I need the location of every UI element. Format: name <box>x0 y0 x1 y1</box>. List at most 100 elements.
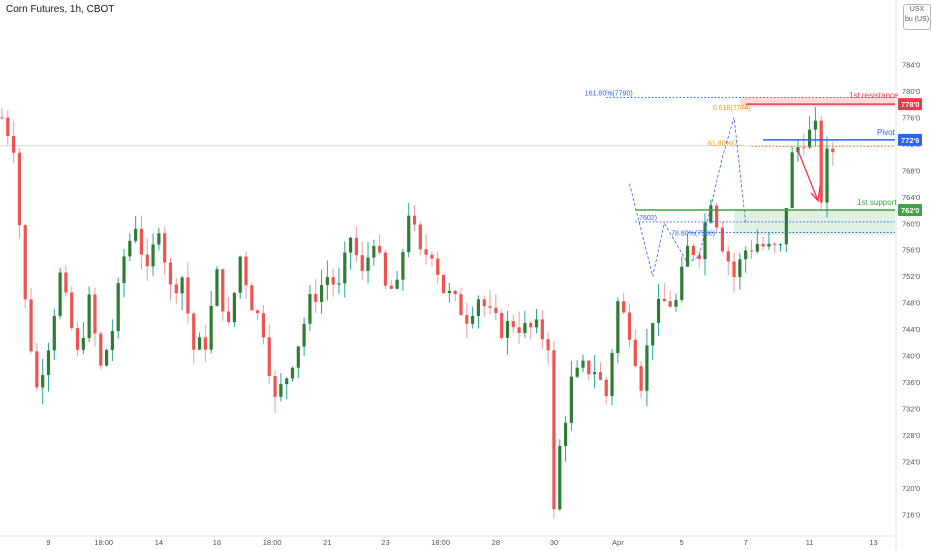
candle-body <box>81 338 85 350</box>
candle-body <box>186 277 190 314</box>
x-tick-label: 9 <box>46 538 50 547</box>
candle-body <box>755 243 759 252</box>
x-tick-label: 14 <box>155 538 163 547</box>
candle-body <box>674 299 678 307</box>
candle-body <box>87 294 91 339</box>
candle-body <box>610 353 614 397</box>
candle-body <box>302 323 306 347</box>
candle-body <box>691 245 695 256</box>
candle-body <box>616 301 620 354</box>
x-tick-label: 18:00 <box>431 538 450 547</box>
projection-arrow-shaft <box>797 150 819 201</box>
currency-unit-button[interactable]: USX bu (US) <box>903 4 931 30</box>
candle-body <box>784 207 788 245</box>
candle-body <box>383 252 388 286</box>
candle-body <box>587 360 591 375</box>
candle-body <box>749 250 754 252</box>
price-tag <box>898 204 922 217</box>
candle-body <box>93 294 97 334</box>
candle-body <box>354 237 359 256</box>
candle-body <box>807 129 812 148</box>
candle-body <box>192 313 196 350</box>
x-tick-label: 28 <box>492 538 500 547</box>
candle-body <box>558 445 562 510</box>
candle-body <box>349 237 353 253</box>
candle-body <box>447 290 451 294</box>
candle-body <box>337 283 341 285</box>
chart-title: Corn Futures, 1h, CBOT <box>6 4 115 15</box>
candle-body <box>58 272 62 316</box>
candle-body <box>139 228 144 255</box>
candle-body <box>476 299 481 316</box>
candle-body <box>46 350 51 376</box>
candle-body <box>331 277 335 285</box>
x-tick-label: 11 <box>806 538 814 547</box>
candle-body <box>563 422 568 446</box>
candle-body <box>459 294 463 316</box>
candle-body <box>104 350 109 366</box>
candle-body <box>819 120 823 203</box>
candle-body <box>831 148 835 153</box>
candle-body <box>651 322 655 346</box>
candle-body <box>23 225 27 300</box>
y-tick-label: 752'0 <box>902 272 920 281</box>
support-zone <box>734 210 895 236</box>
resistance-zone <box>739 97 895 107</box>
candle-body <box>430 254 434 259</box>
candle-body <box>680 266 684 300</box>
candle-body <box>645 345 649 391</box>
y-tick-label: 768'0 <box>902 166 920 175</box>
candle-body <box>453 290 457 295</box>
candle-body <box>412 215 417 225</box>
candle-body <box>401 252 405 280</box>
x-tick-label: Apr <box>612 538 624 547</box>
candle-body <box>232 292 236 323</box>
currency-label: USX <box>909 6 925 13</box>
candle-body <box>122 256 126 284</box>
y-tick-label: 716'0 <box>902 510 920 519</box>
projection-arrowhead <box>810 186 821 203</box>
candle-body <box>261 313 266 338</box>
candle-body <box>250 285 254 311</box>
candle-body <box>29 299 33 352</box>
candle-body <box>778 244 783 246</box>
candle-body <box>221 269 225 312</box>
price-tag-label: 778'0 <box>901 100 919 109</box>
candle-body <box>738 259 742 278</box>
candle-body <box>244 256 248 286</box>
candle-body <box>75 328 80 350</box>
candle-body <box>761 243 765 247</box>
candle-body <box>813 120 817 130</box>
candle-body <box>656 298 661 323</box>
candle-body <box>726 251 730 262</box>
candle-body <box>668 301 672 307</box>
candle-body <box>424 249 428 255</box>
candle-body <box>697 255 701 260</box>
y-tick-label: 740'0 <box>902 352 920 361</box>
harmonic-pattern <box>629 117 747 277</box>
unit-label: bu (US) <box>904 16 930 23</box>
y-tick-label: 728'0 <box>902 431 920 440</box>
x-tick-label: 5 <box>680 538 684 547</box>
candle-body <box>145 254 149 267</box>
x-tick-label: 30 <box>550 538 558 547</box>
candle-body <box>226 311 231 323</box>
x-tick-label: 18:00 <box>94 538 113 547</box>
y-tick-label: 748'0 <box>902 299 920 308</box>
candle-body <box>534 319 539 328</box>
y-tick-label: 760'0 <box>902 219 920 228</box>
price-tag-label: 762'0 <box>901 206 919 215</box>
price-tag <box>898 98 922 111</box>
candle-body <box>110 331 114 351</box>
candle-body <box>802 147 806 149</box>
fib-618-label: 61.80%(7... <box>708 140 744 147</box>
candle-body <box>389 285 393 289</box>
candle-body <box>279 384 283 397</box>
candle-body <box>407 215 411 253</box>
x-tick-label: 16 <box>213 538 221 547</box>
candle-body <box>64 272 68 293</box>
fib-786-label: 78.60%(7586) <box>671 231 715 238</box>
candle-body <box>290 367 295 379</box>
